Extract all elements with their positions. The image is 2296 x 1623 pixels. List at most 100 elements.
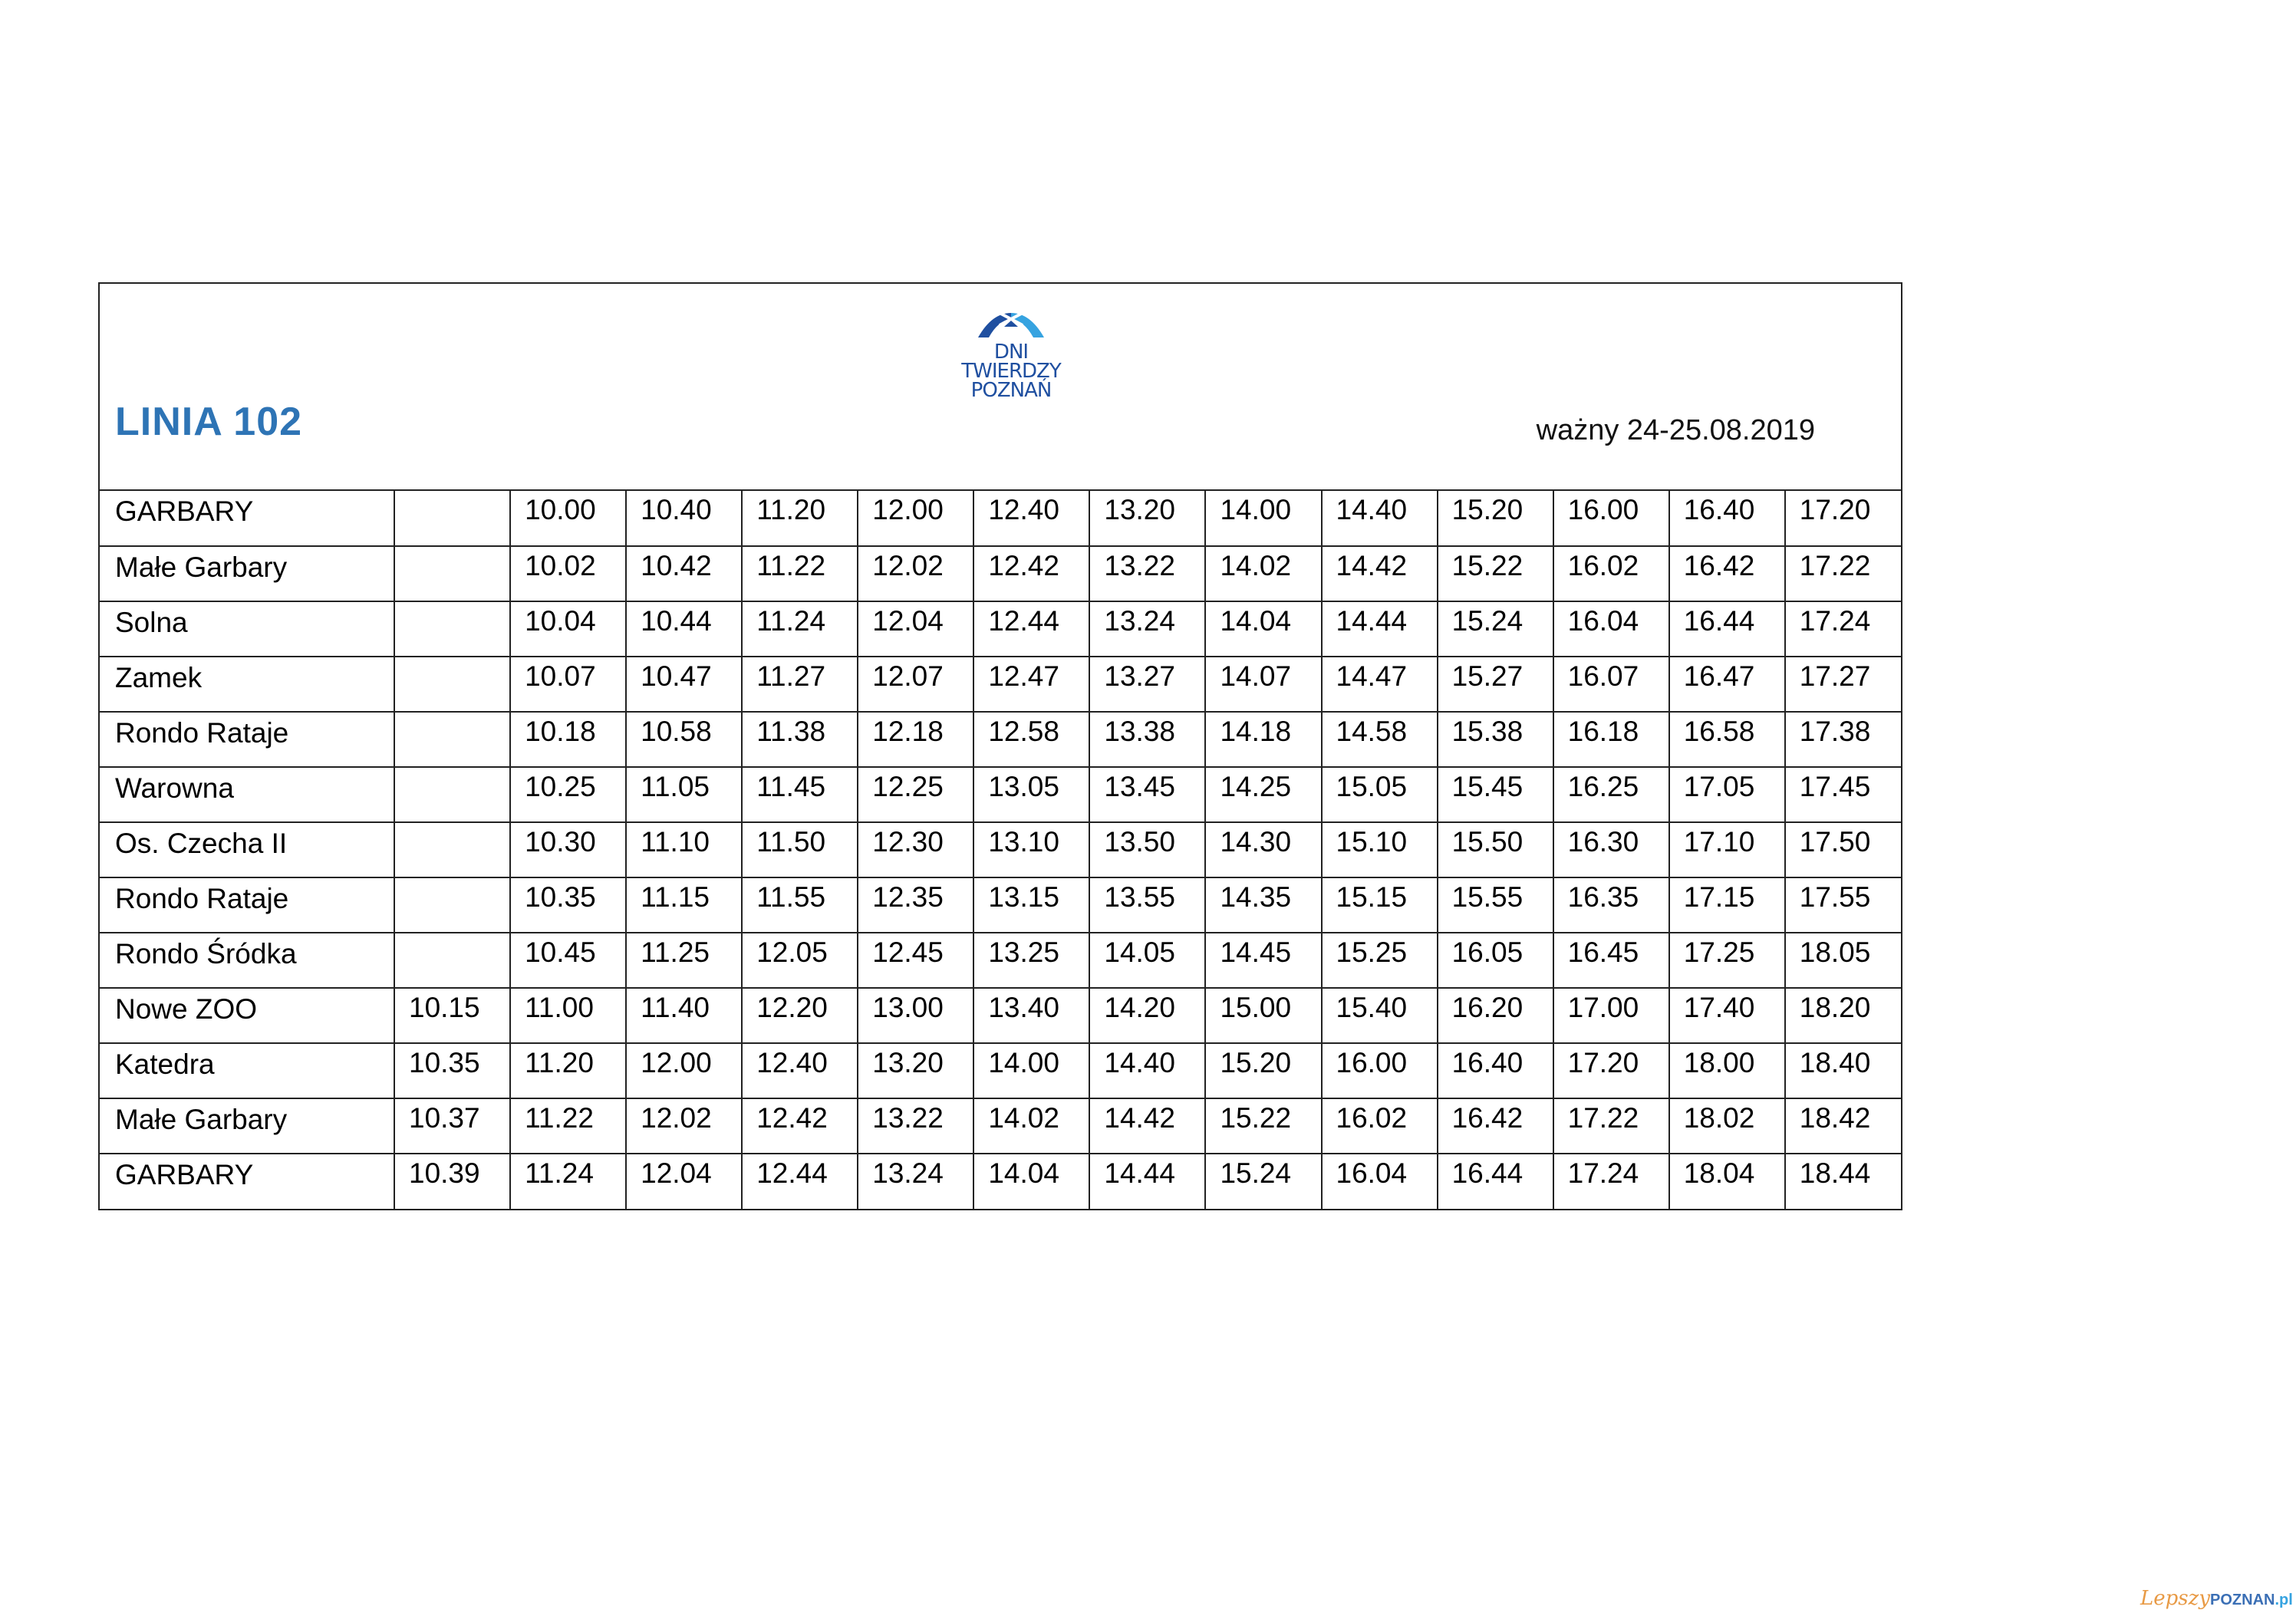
departure-time: 14.02 — [973, 1098, 1091, 1154]
departure-time: 17.22 — [1784, 545, 1901, 602]
departure-time — [393, 766, 512, 823]
departure-time: 11.38 — [741, 711, 859, 768]
departure-time: 18.02 — [1668, 1098, 1786, 1154]
departure-time: 12.45 — [857, 932, 975, 989]
departure-time: 11.24 — [741, 601, 859, 657]
departure-time: 14.20 — [1089, 987, 1207, 1044]
departure-time — [393, 821, 512, 878]
departure-time: 12.40 — [741, 1042, 859, 1099]
departure-time: 11.45 — [741, 766, 859, 823]
departure-time: 13.24 — [1089, 601, 1207, 657]
departure-time: 16.44 — [1668, 601, 1786, 657]
departure-time: 14.05 — [1089, 932, 1207, 989]
timetable-sheet: LINIA 102 DNI TWIERDZY POZNAŃ ważny 24-2… — [98, 282, 1902, 1210]
departure-time: 11.20 — [509, 1042, 628, 1099]
departure-time — [393, 656, 512, 713]
departure-time — [393, 545, 512, 602]
departure-time: 10.35 — [509, 877, 628, 933]
departure-time: 16.04 — [1552, 601, 1670, 657]
table-row: Os. Czecha II 10.30 11.10 11.50 12.30 13.10 13… — [100, 821, 1901, 878]
table-row: Zamek 10.07 10.47 11.27 12.07 12.47 13.27 14.07… — [100, 656, 1901, 713]
departure-time: 10.42 — [625, 545, 743, 602]
departure-time: 15.50 — [1436, 821, 1554, 878]
table-row: Małe Garbary 10.37 11.22 12.02 12.42 13.22 14.… — [100, 1098, 1901, 1154]
departure-time: 12.25 — [857, 766, 975, 823]
watermark-part-2: POZNAN — [2210, 1592, 2275, 1608]
departure-time: 11.50 — [741, 821, 859, 878]
departure-time: 14.18 — [1204, 711, 1323, 768]
departure-time: 13.45 — [1089, 766, 1207, 823]
departure-time: 10.02 — [509, 545, 628, 602]
departure-time: 15.15 — [1320, 877, 1438, 933]
departure-time: 12.44 — [973, 601, 1091, 657]
watermark-part-1: Lepszy — [2140, 1587, 2211, 1610]
stop-name: Nowe ZOO — [100, 987, 395, 1044]
departure-time: 12.18 — [857, 711, 975, 768]
departure-time: 11.55 — [741, 877, 859, 933]
departure-time: 18.04 — [1668, 1153, 1786, 1209]
stop-name: GARBARY — [100, 491, 395, 547]
departure-time: 17.27 — [1784, 656, 1901, 713]
departure-time: 16.30 — [1552, 821, 1670, 878]
departure-time: 18.40 — [1784, 1042, 1901, 1099]
departure-time: 10.47 — [625, 656, 743, 713]
departure-time: 16.40 — [1436, 1042, 1554, 1099]
departure-time: 14.00 — [1204, 491, 1323, 547]
departure-time: 14.45 — [1204, 932, 1323, 989]
departure-time: 11.25 — [625, 932, 743, 989]
departure-time: 17.45 — [1784, 766, 1901, 823]
departure-time: 12.05 — [741, 932, 859, 989]
table-row: Małe Garbary 10.02 10.42 11.22 12.02 12.42 13.… — [100, 545, 1901, 602]
stop-name: Rondo Śródka — [100, 932, 395, 989]
departure-time: 16.35 — [1552, 877, 1670, 933]
dni-twierdzy-logo: DNI TWIERDZY POZNAŃ — [950, 311, 1072, 400]
departure-time: 15.20 — [1204, 1042, 1323, 1099]
departure-time: 11.15 — [625, 877, 743, 933]
departure-time: 12.42 — [741, 1098, 859, 1154]
stop-name: Os. Czecha II — [100, 821, 395, 878]
departure-time: 16.25 — [1552, 766, 1670, 823]
departure-time: 14.02 — [1204, 545, 1323, 602]
departure-time: 13.27 — [1089, 656, 1207, 713]
departure-time: 17.20 — [1552, 1042, 1670, 1099]
departure-time: 14.04 — [973, 1153, 1091, 1209]
departure-time — [393, 711, 512, 768]
departure-time — [393, 877, 512, 933]
departure-time: 12.58 — [973, 711, 1091, 768]
departure-time: 12.20 — [741, 987, 859, 1044]
departure-time: 15.22 — [1436, 545, 1554, 602]
departure-time: 17.00 — [1552, 987, 1670, 1044]
departure-time: 12.04 — [857, 601, 975, 657]
departure-time: 16.18 — [1552, 711, 1670, 768]
departure-time: 14.25 — [1204, 766, 1323, 823]
timetable-grid: GARBARY 10.00 10.40 11.20 12.00 12.40 13.20 14.… — [100, 491, 1901, 1209]
departure-time: 17.15 — [1668, 877, 1786, 933]
departure-time: 16.02 — [1552, 545, 1670, 602]
departure-time: 11.40 — [625, 987, 743, 1044]
departure-time: 11.22 — [509, 1098, 628, 1154]
departure-time: 15.24 — [1204, 1153, 1323, 1209]
departure-time: 18.44 — [1784, 1153, 1901, 1209]
stop-name: Katedra — [100, 1042, 395, 1099]
departure-time: 17.24 — [1784, 601, 1901, 657]
departure-time: 15.20 — [1436, 491, 1554, 547]
table-row: GARBARY 10.39 11.24 12.04 12.44 13.24 14.04 14.… — [100, 1153, 1901, 1209]
departure-time: 12.02 — [857, 545, 975, 602]
departure-time: 14.00 — [973, 1042, 1091, 1099]
departure-time: 14.40 — [1089, 1042, 1207, 1099]
departure-time: 14.30 — [1204, 821, 1323, 878]
line-title: LINIA 102 — [115, 400, 303, 444]
departure-time: 10.25 — [509, 766, 628, 823]
departure-time: 12.40 — [973, 491, 1091, 547]
departure-time: 10.40 — [625, 491, 743, 547]
departure-time: 15.00 — [1204, 987, 1323, 1044]
departure-time: 11.22 — [741, 545, 859, 602]
departure-time: 11.24 — [509, 1153, 628, 1209]
departure-time: 17.22 — [1552, 1098, 1670, 1154]
stop-name: Rondo Rataje — [100, 711, 395, 768]
departure-time: 14.58 — [1320, 711, 1438, 768]
lepszypoznan-watermark: LepszyPOZNAN.pl — [2140, 1586, 2293, 1610]
departure-time: 16.20 — [1436, 987, 1554, 1044]
departure-time: 10.45 — [509, 932, 628, 989]
departure-time: 12.42 — [973, 545, 1091, 602]
